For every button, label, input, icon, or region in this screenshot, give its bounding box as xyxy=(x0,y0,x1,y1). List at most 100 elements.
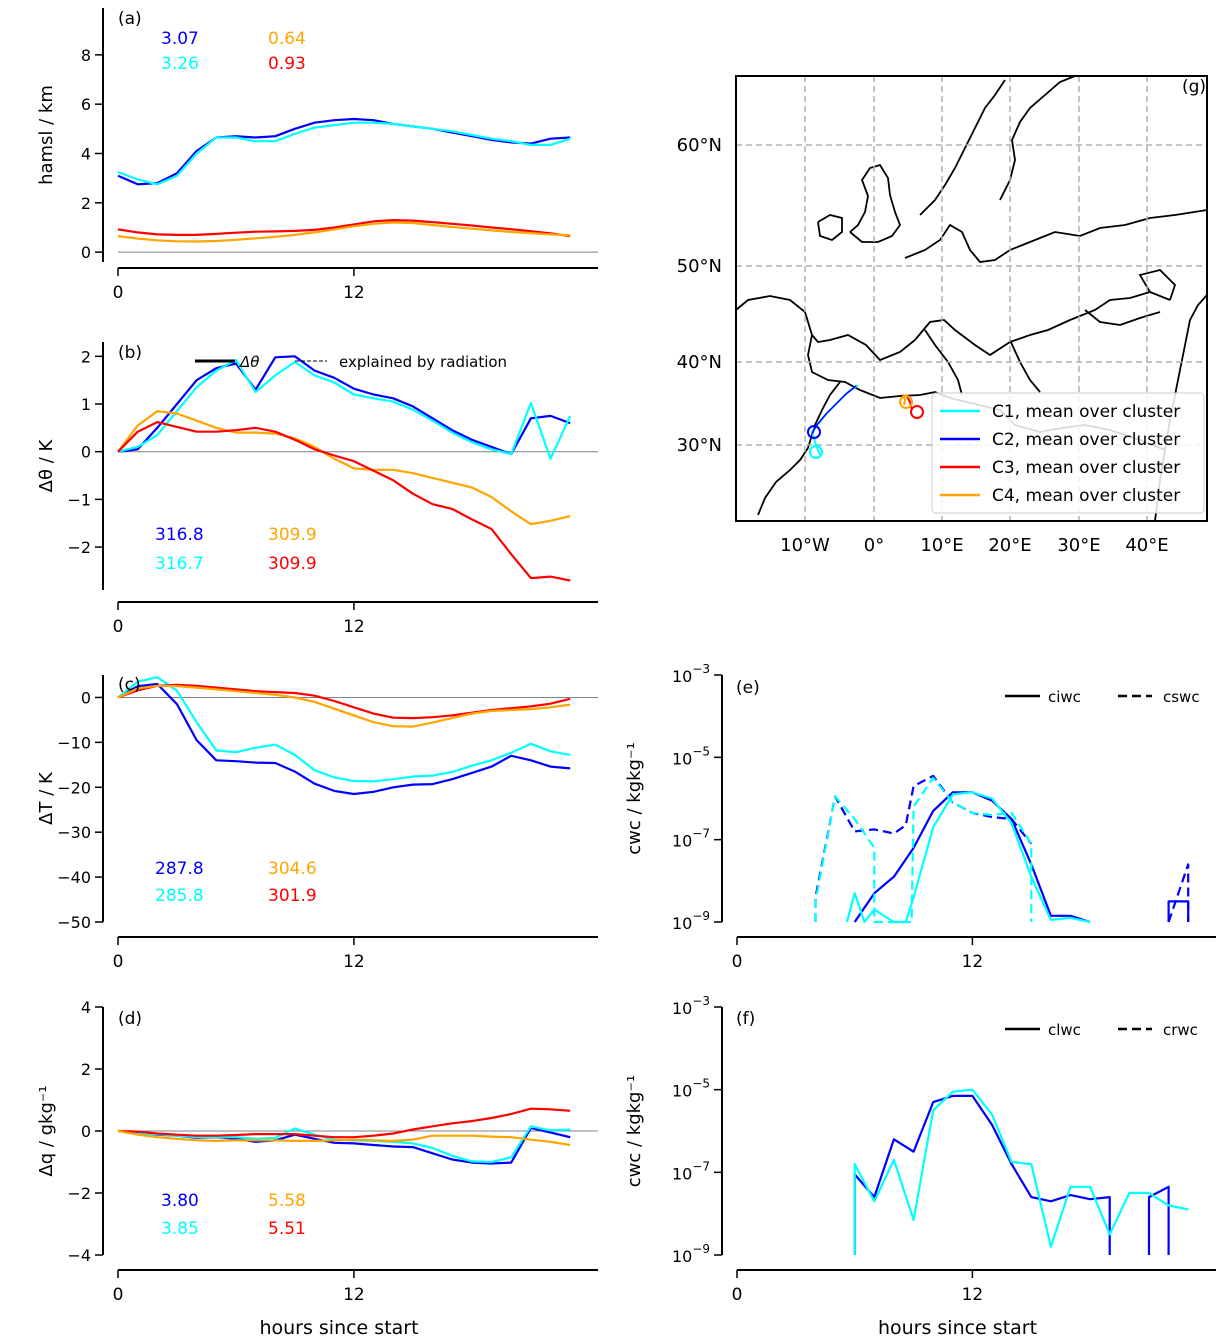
y-tick-label: 10−3 xyxy=(672,994,710,1018)
longitude-label: 40°E xyxy=(1125,535,1168,556)
y-tick-label: 10−7 xyxy=(672,827,710,851)
series-line xyxy=(814,776,1033,924)
y-tick-label: −2 xyxy=(67,538,91,557)
y-tick-label: 2 xyxy=(81,194,91,213)
legend-label: ciwc xyxy=(1048,688,1081,706)
legend-label: Δθ xyxy=(239,353,259,371)
y-tick-label: 4 xyxy=(81,998,91,1017)
annotation-value: 316.7 xyxy=(155,554,204,574)
coastline xyxy=(1009,339,1041,393)
y-tick-label: 0 xyxy=(81,243,91,262)
coastline xyxy=(817,214,843,242)
series-line xyxy=(853,1088,1189,1255)
legend-label: explained by radiation xyxy=(339,353,507,371)
y-tick-label: 0 xyxy=(81,443,91,462)
x-tick-label: 12 xyxy=(962,952,984,972)
y-tick-label: −2 xyxy=(67,1184,91,1203)
series-line xyxy=(853,1094,1111,1255)
panel-label: (a) xyxy=(118,9,142,29)
annotation-value: 285.8 xyxy=(155,886,204,906)
annotation-value: 304.6 xyxy=(268,859,317,879)
annotation-value: 309.9 xyxy=(268,554,317,574)
panel-label: (g) xyxy=(1182,77,1206,97)
x-tick-label: 12 xyxy=(343,1285,365,1305)
annotation-value: 3.80 xyxy=(161,1191,199,1211)
legend-label: C4, mean over cluster xyxy=(992,486,1180,506)
trajectory-end-marker xyxy=(807,425,821,439)
legend-label: C3, mean over cluster xyxy=(992,458,1180,478)
x-axis-label: hours since start xyxy=(878,1317,1037,1339)
series-line xyxy=(117,121,571,186)
legend-label: C2, mean over cluster xyxy=(992,430,1180,450)
longitude-label: 0° xyxy=(864,535,884,556)
coastline xyxy=(919,79,1006,216)
panel-d: −4 −2 0 2 4 0 12 (d) Δq / gkg⁻¹ hours since start… xyxy=(36,998,598,1339)
x-tick-label: 12 xyxy=(343,617,365,637)
panel-label: (f) xyxy=(736,1009,755,1029)
y-tick-label: −50 xyxy=(57,913,91,932)
panel-label: (c) xyxy=(118,675,141,695)
x-tick-label: 0 xyxy=(113,1285,124,1305)
y-tick-label: 10−7 xyxy=(672,1159,710,1183)
legend-label: C1, mean over cluster xyxy=(992,402,1180,422)
y-tick-label: 10−3 xyxy=(672,662,710,686)
x-tick-label: 12 xyxy=(343,283,365,303)
trajectory-c2 xyxy=(811,385,857,435)
y-tick-label: −40 xyxy=(57,868,91,887)
y-tick-label: 10−5 xyxy=(672,1077,710,1101)
series-line xyxy=(814,774,1033,922)
panel-label: (e) xyxy=(736,678,760,698)
series-line xyxy=(117,117,571,186)
panel-a: 0 2 4 6 8 0 12 (a) hamsl / km 3.07 0.64 3.26 0.93 xyxy=(36,8,598,303)
y-tick-label: 6 xyxy=(81,95,91,114)
legend-label: clwc xyxy=(1048,1021,1081,1039)
series-line xyxy=(117,1107,571,1139)
longitude-label: 10°E xyxy=(920,535,963,556)
x-tick-label: 0 xyxy=(732,952,743,972)
x-tick-label: 12 xyxy=(343,952,365,972)
series-line xyxy=(117,221,571,243)
series-line xyxy=(117,410,571,526)
latitude-label: 50°N xyxy=(677,256,722,277)
annotation-value: 3.85 xyxy=(161,1219,199,1239)
series-line xyxy=(1147,1185,1170,1255)
annotation-value: 5.58 xyxy=(268,1191,306,1211)
series-line xyxy=(117,355,571,456)
latitude-label: 40°N xyxy=(677,352,722,373)
y-tick-label: 0 xyxy=(81,1122,91,1141)
series-line xyxy=(117,676,571,783)
annotation-value: 287.8 xyxy=(155,859,204,879)
coastline xyxy=(999,75,1076,201)
longitude-label: 20°E xyxy=(988,535,1031,556)
y-tick-label: −20 xyxy=(57,778,91,797)
annotation-value: 301.9 xyxy=(268,886,317,906)
legend-label: crwc xyxy=(1163,1021,1198,1039)
coastline xyxy=(735,291,1171,362)
annotation-value: 3.26 xyxy=(161,54,199,74)
annotation-value: 3.07 xyxy=(161,29,199,49)
y-tick-label: −10 xyxy=(57,733,91,752)
x-tick-label: 0 xyxy=(113,283,124,303)
coastline xyxy=(1184,294,1208,346)
longitude-label: 10°W xyxy=(780,535,830,556)
y-tick-label: 4 xyxy=(81,144,91,163)
coastline xyxy=(849,163,902,243)
y-tick-label: 10−9 xyxy=(672,909,710,933)
y-tick-label: 10−5 xyxy=(672,744,710,768)
x-tick-label: 0 xyxy=(113,952,124,972)
map-frame xyxy=(735,75,1208,522)
trajectory-end-marker xyxy=(809,445,823,459)
y-tick-label: 2 xyxy=(81,1060,91,1079)
y-axis-label: Δθ / K xyxy=(36,438,57,492)
y-tick-label: 10−9 xyxy=(672,1242,710,1266)
series-line xyxy=(117,359,572,460)
legend-label: cswc xyxy=(1163,688,1200,706)
series-line xyxy=(117,219,571,238)
annotation-value: 0.64 xyxy=(268,29,306,49)
series-line xyxy=(117,682,571,796)
y-tick-label: 8 xyxy=(81,46,91,65)
series-line xyxy=(117,1129,571,1147)
annotation-value: 309.9 xyxy=(268,525,317,545)
panel-label: (b) xyxy=(118,343,142,363)
